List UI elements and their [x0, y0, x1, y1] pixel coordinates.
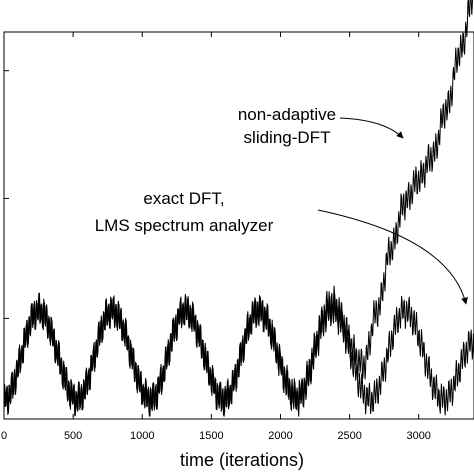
x-tick-label: 3000: [406, 430, 430, 442]
annotation-text: non-adaptive: [238, 105, 336, 124]
annotation-arrow: [317, 209, 468, 305]
x-tick-label: 500: [64, 430, 82, 442]
annotation-text: sliding-DFT: [244, 128, 331, 147]
x-tick-label: 1500: [199, 430, 223, 442]
plot-frame: [3, 31, 474, 420]
series-line-sliding: [3, 0, 473, 417]
x-tick-labels: 0 500 1000 1500 2000 2500 3000: [1, 430, 431, 442]
x-axis-label: time (iterations): [180, 450, 304, 470]
x-tick-label: 2500: [337, 430, 361, 442]
ticks: [3, 32, 420, 419]
x-tick-label: 2000: [268, 430, 292, 442]
x-tick-label: 0: [1, 430, 7, 442]
annotations: non-adaptive sliding-DFT exact DFT, LMS spe…: [95, 105, 468, 305]
annotation-text: LMS spectrum analyzer: [95, 216, 274, 235]
x-tick-label: 1000: [130, 430, 154, 442]
series-layer: [3, 0, 474, 417]
annotation-text: exact DFT,: [143, 189, 224, 208]
annotation-arrow: [339, 117, 404, 139]
